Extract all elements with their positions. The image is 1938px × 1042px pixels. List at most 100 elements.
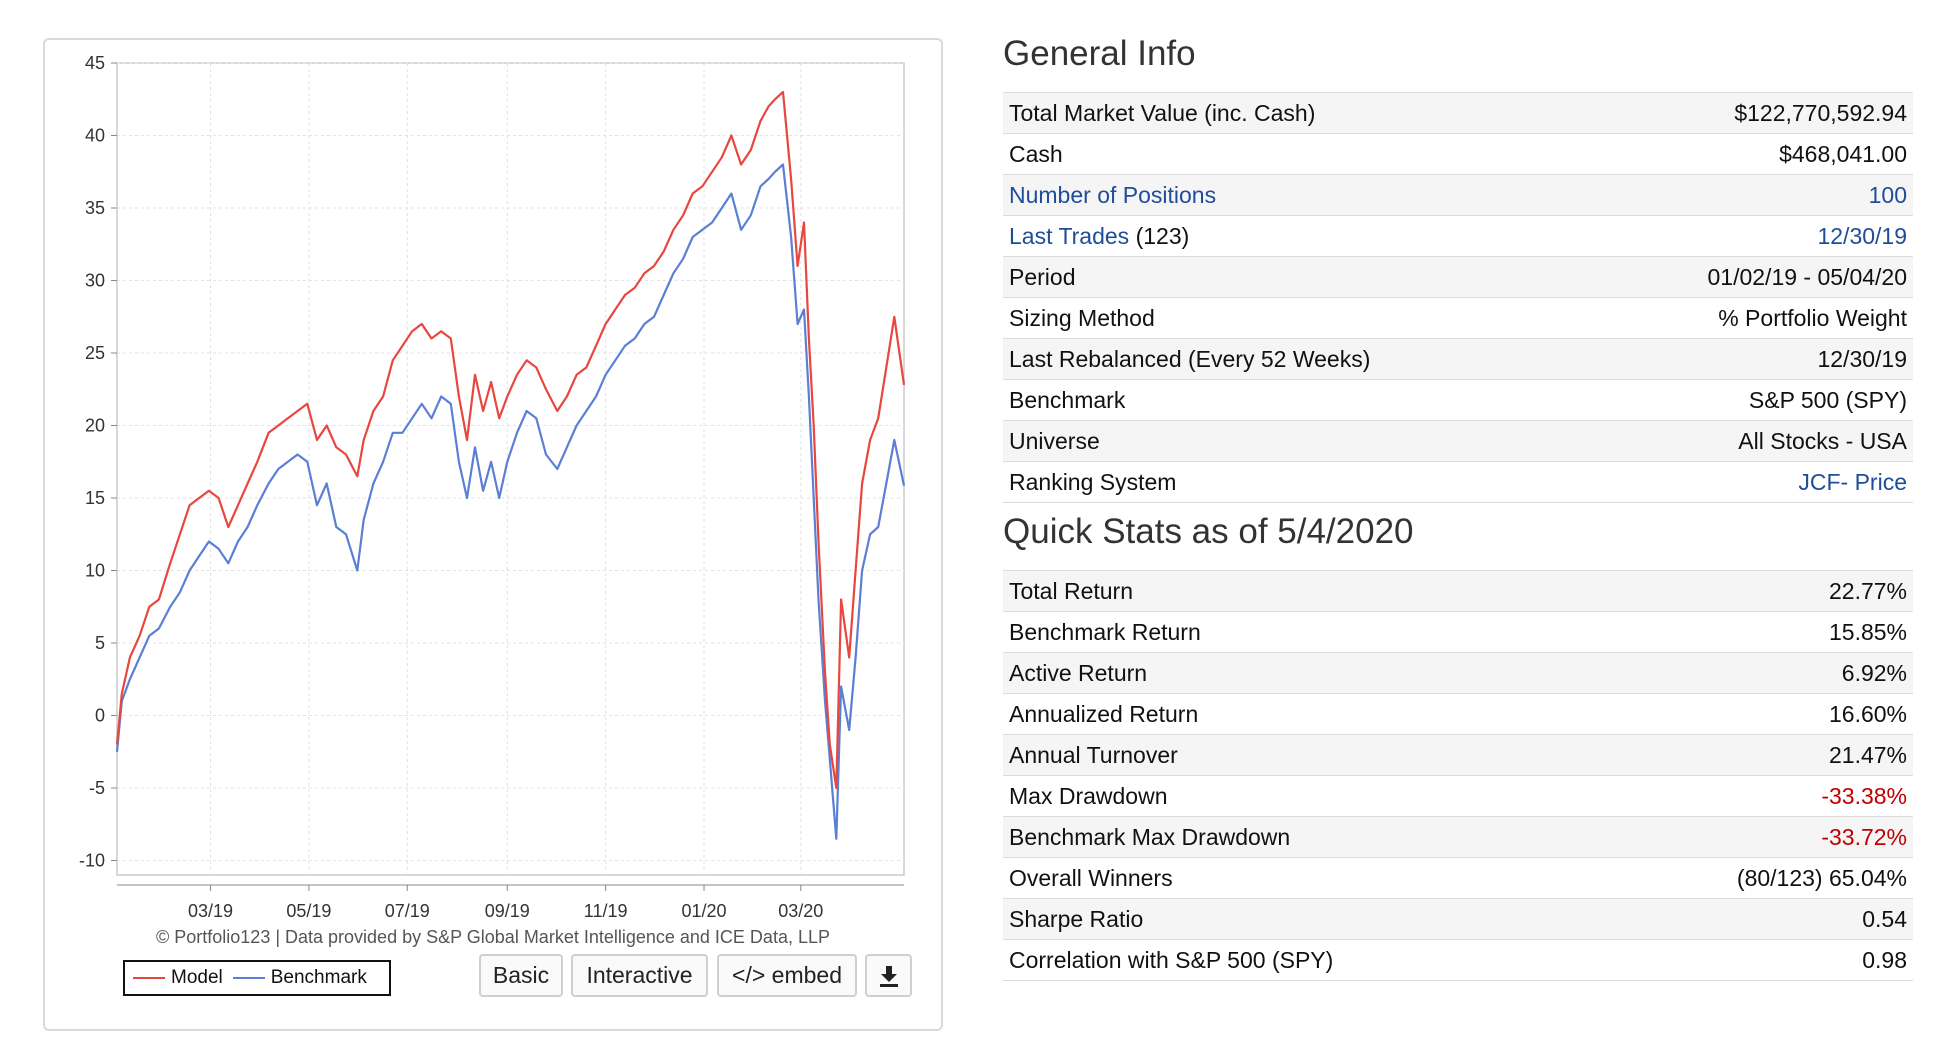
general-info-label[interactable]: Number of Positions [1009, 181, 1217, 208]
quick-stats-title: Quick Stats as of 5/4/2020 [1003, 512, 1414, 551]
general-info-label-cell: Sizing Method [1003, 297, 1584, 339]
legend-label-model: Model [171, 967, 223, 988]
general-info-value[interactable]: 12/30/19 [1817, 222, 1907, 249]
legend-item-benchmark: Benchmark [232, 967, 367, 989]
general-info-label: Ranking System [1009, 468, 1177, 495]
general-info-row: Period 01/02/19 - 05/04/20 [1003, 256, 1913, 298]
quick-stats-label-cell: Total Return [1003, 570, 1594, 612]
general-info-value[interactable]: 100 [1868, 181, 1907, 208]
interactive-button[interactable]: Interactive [571, 954, 708, 997]
general-info-value-cell: $468,041.00 [1583, 133, 1913, 175]
x-tick-label: 07/19 [385, 901, 430, 920]
download-button[interactable] [865, 954, 912, 997]
quick-stats-row: Annualized Return 16.60% [1003, 693, 1913, 735]
general-info-value: % Portfolio Weight [1718, 304, 1907, 331]
quick-stats-row: Benchmark Return 15.85% [1003, 611, 1913, 653]
quick-stats-label: Overall Winners [1009, 864, 1173, 891]
y-tick-label: -5 [89, 778, 105, 798]
general-info-label: Cash [1009, 140, 1063, 167]
quick-stats-row: Max Drawdown -33.38% [1003, 775, 1913, 817]
x-tick-label: 03/19 [188, 901, 233, 920]
quick-stats-label-cell: Benchmark Return [1003, 611, 1594, 653]
quick-stats-label: Max Drawdown [1009, 782, 1168, 809]
legend-label-benchmark: Benchmark [270, 967, 367, 988]
quick-stats-label-cell: Annualized Return [1003, 693, 1594, 735]
quick-stats-table: Total Return 22.77% Benchmark Return 15.85%… [1003, 570, 1913, 981]
quick-stats-row: Benchmark Max Drawdown -33.72% [1003, 816, 1913, 858]
quick-stats-value-cell: 0.98 [1593, 939, 1913, 981]
general-info-label-cell: Period [1003, 256, 1584, 298]
quick-stats-value: 6.92% [1841, 659, 1907, 686]
general-info-row: Total Market Value (inc. Cash) $122,770,5… [1003, 92, 1913, 134]
general-info-row: Universe All Stocks - USA [1003, 420, 1913, 462]
quick-stats-value-cell: 21.47% [1593, 734, 1913, 776]
general-info-value: S&P 500 (SPY) [1748, 386, 1907, 413]
general-info-value-cell: 100 [1583, 174, 1913, 216]
quick-stats-value: -33.38% [1821, 782, 1907, 809]
general-info-row: Last Trades (123) 12/30/19 [1003, 215, 1913, 257]
quick-stats-value: -33.72% [1821, 823, 1907, 850]
quick-stats-label-cell: Sharpe Ratio [1003, 898, 1594, 940]
quick-stats-value-cell: 16.60% [1593, 693, 1913, 735]
general-info-label-cell: Benchmark [1003, 379, 1584, 421]
y-tick-label: 45 [85, 53, 105, 73]
general-info-label-cell: Last Trades (123) [1003, 215, 1584, 257]
x-tick-label: 01/20 [682, 901, 727, 920]
quick-stats-label: Benchmark Max Drawdown [1009, 823, 1291, 850]
general-info-label: Universe [1009, 427, 1100, 454]
quick-stats-value-cell: 15.85% [1593, 611, 1913, 653]
chart-panel: 45 40 35 30 25 20 15 10 5 0 -5 -10 03/19 05/19 07/19 09… [43, 38, 943, 1031]
general-info-label: Period [1009, 263, 1076, 290]
y-tick-label: 40 [85, 126, 105, 146]
general-info-value-cell: S&P 500 (SPY) [1583, 379, 1913, 421]
quick-stats-value: 0.98 [1862, 946, 1907, 973]
general-info-value-cell: % Portfolio Weight [1583, 297, 1913, 339]
general-info-table: Total Market Value (inc. Cash) $122,770,5… [1003, 92, 1913, 503]
embed-button[interactable]: </> embed [717, 954, 857, 997]
general-info-value: $468,041.00 [1779, 140, 1907, 167]
quick-stats-row: Annual Turnover 21.47% [1003, 734, 1913, 776]
general-info-value-cell: JCF- Price [1583, 461, 1913, 503]
general-info-value: All Stocks - USA [1738, 427, 1907, 454]
quick-stats-row: Correlation with S&P 500 (SPY) 0.98 [1003, 939, 1913, 981]
y-tick-label: 0 [95, 706, 105, 726]
chart-legend: Model Benchmark [123, 960, 391, 996]
series-line-benchmark [115, 163, 906, 840]
series-line-model [115, 90, 906, 790]
quick-stats-label: Sharpe Ratio [1009, 905, 1144, 932]
quick-stats-label: Benchmark Return [1009, 618, 1201, 645]
general-info-label: Sizing Method [1009, 304, 1155, 331]
general-info-label: Benchmark [1009, 386, 1126, 413]
quick-stats-value-cell: (80/123) 65.04% [1593, 857, 1913, 899]
quick-stats-value-cell: -33.72% [1593, 816, 1913, 858]
quick-stats-row: Overall Winners (80/123) 65.04% [1003, 857, 1913, 899]
quick-stats-value: 16.60% [1828, 700, 1907, 727]
performance-chart: 45 40 35 30 25 20 15 10 5 0 -5 -10 03/19 05/19 07/19 09… [79, 53, 906, 920]
general-info-title: General Info [1003, 34, 1196, 73]
y-tick-label: -10 [79, 851, 105, 871]
data-credit: © Portfolio123 | Data provided by S&P Gl… [156, 927, 830, 947]
general-info-row: Benchmark S&P 500 (SPY) [1003, 379, 1913, 421]
y-tick-label: 25 [85, 343, 105, 363]
general-info-row: Number of Positions 100 [1003, 174, 1913, 216]
x-tick-label: 09/19 [485, 901, 530, 920]
general-info-value: 12/30/19 [1817, 345, 1907, 372]
general-info-value-cell: 12/30/19 [1583, 215, 1913, 257]
x-tick-label: 05/19 [286, 901, 331, 920]
quick-stats-value: 21.47% [1828, 741, 1907, 768]
basic-button[interactable]: Basic [479, 954, 563, 997]
general-info-label-cell: Universe [1003, 420, 1584, 462]
y-tick-label: 10 [85, 561, 105, 581]
legend-swatch-benchmark [232, 977, 265, 979]
y-tick-label: 30 [85, 271, 105, 291]
general-info-label: Last Rebalanced (Every 52 Weeks) [1009, 345, 1371, 372]
y-tick-label: 15 [85, 488, 105, 508]
general-info-value-cell: 12/30/19 [1583, 338, 1913, 380]
general-info-value[interactable]: JCF- Price [1798, 468, 1907, 495]
general-info-label-cell: Number of Positions [1003, 174, 1584, 216]
quick-stats-value-cell: -33.38% [1593, 775, 1913, 817]
general-info-label-cell: Total Market Value (inc. Cash) [1003, 92, 1584, 134]
quick-stats-label: Annualized Return [1009, 700, 1199, 727]
quick-stats-value: (80/123) 65.04% [1736, 864, 1907, 891]
general-info-label[interactable]: Last Trades [1009, 222, 1130, 249]
